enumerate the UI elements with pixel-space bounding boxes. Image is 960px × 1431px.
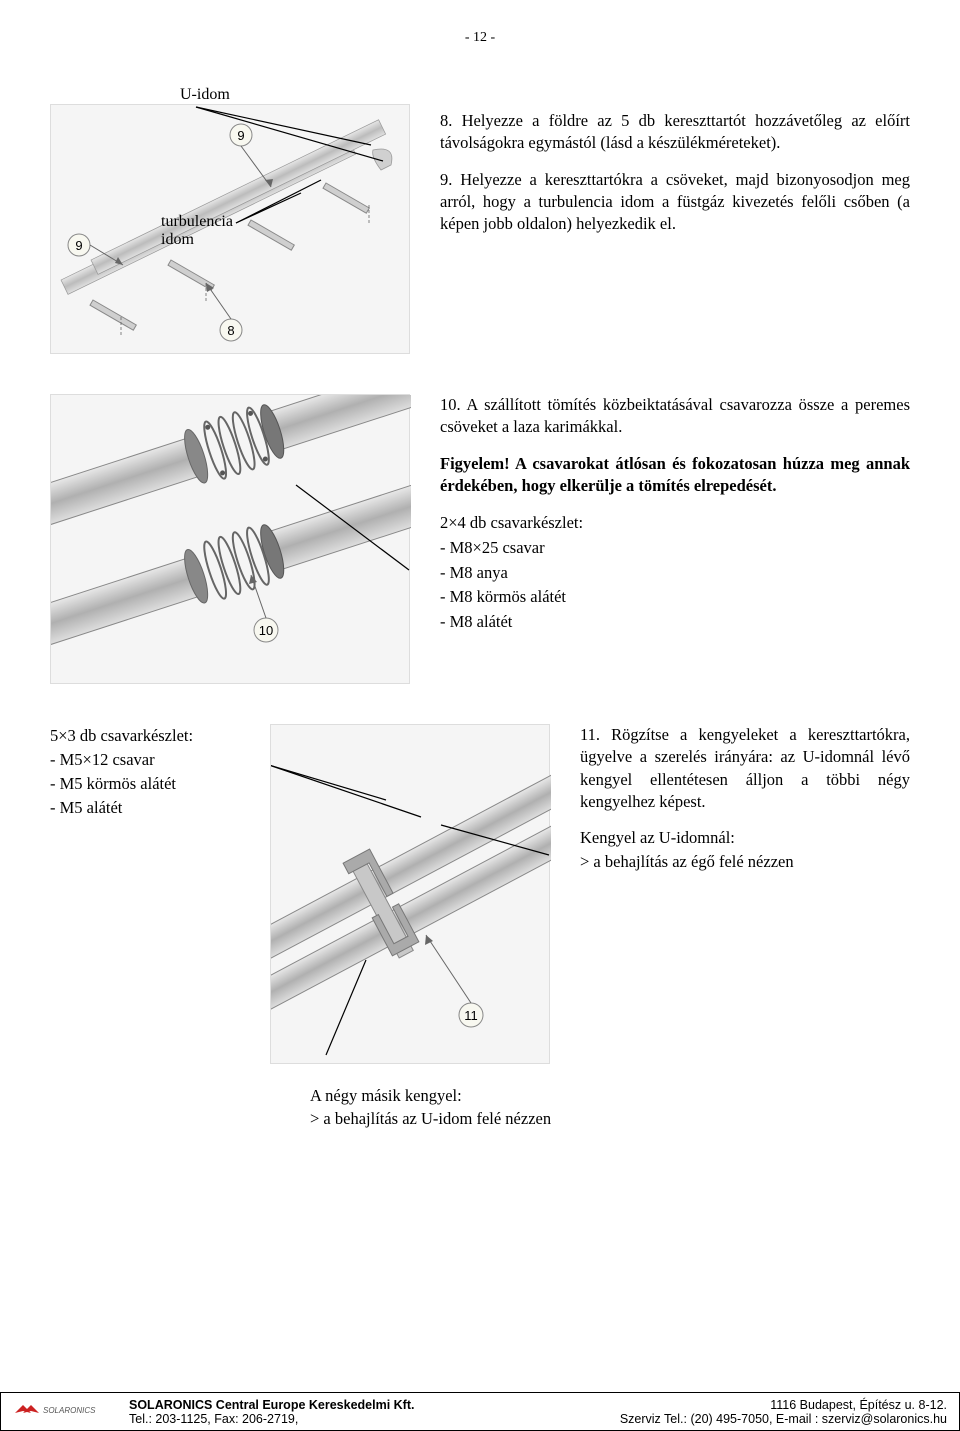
warning-text: Figyelem! A csavarokat átlósan és fokoza…: [440, 453, 910, 498]
footer-tel-left: Tel.: 203-1125, Fax: 206-2719,: [129, 1412, 620, 1426]
callout-8: 8: [227, 323, 234, 338]
callout-10: 10: [259, 623, 273, 638]
section2-text: 10. A szállított tömítés közbeiktatásáva…: [440, 394, 910, 635]
parts3-item: - M5 körmös alátét: [50, 772, 240, 796]
step-11: 11. Rögzítse a kengyeleket a kereszttart…: [580, 724, 910, 813]
kengyel-u-note: > a behajlítás az égő felé nézzen: [580, 851, 910, 873]
parts2-item: - M8 körmös alátét: [440, 585, 910, 610]
footer-address: 1116 Budapest, Építész u. 8-12.: [620, 1398, 947, 1412]
parts2-item: - M8 alátét: [440, 610, 910, 635]
turbulencia-label: turbulencia idom: [161, 213, 233, 250]
parts3-title: 5×3 db csavarkészlet:: [50, 724, 240, 748]
footer-logo: SOLARONICS: [13, 1397, 123, 1426]
svg-text:SOLARONICS: SOLARONICS: [43, 1406, 96, 1415]
parts3-item: - M5 alátét: [50, 796, 240, 820]
page-footer: SOLARONICS SOLARONICS Central Europe Ker…: [0, 1392, 960, 1431]
negy-masik-note: > a behajlítás az U-idom felé nézzen: [310, 1107, 910, 1130]
figure-2: 10: [50, 394, 410, 684]
callout-11: 11: [464, 1008, 478, 1023]
footer-company: SOLARONICS Central Europe Kereskedelmi K…: [129, 1398, 620, 1412]
section3-left-list: 5×3 db csavarkészlet: - M5×12 csavar - M…: [50, 724, 240, 820]
parts2-item: - M8×25 csavar: [440, 536, 910, 561]
section-2: 10 10. A szállított tömítés közbeiktatás…: [50, 394, 910, 684]
parts3-item: - M5×12 csavar: [50, 748, 240, 772]
step-8: 8. Helyezze a földre az 5 db kereszttart…: [440, 110, 910, 155]
footer-right: 1116 Budapest, Építész u. 8-12. Szerviz …: [620, 1398, 947, 1426]
figure-3: 11: [270, 724, 550, 1064]
u-idom-label: U-idom: [180, 86, 410, 104]
step-9: 9. Helyezze a kereszttartókra a csöveket…: [440, 169, 910, 236]
parts-list-2: 2×4 db csavarkészlet: - M8×25 csavar - M…: [440, 511, 910, 635]
callout-9b: 9: [75, 238, 82, 253]
section-1: U-idom: [50, 86, 910, 354]
section-3: 5×3 db csavarkészlet: - M5×12 csavar - M…: [50, 724, 910, 1064]
figure-1: 9 9 8 turbulencia idom: [50, 104, 410, 354]
section1-text: 8. Helyezze a földre az 5 db kereszttart…: [440, 86, 910, 249]
negy-masik-block: A négy másik kengyel: > a behajlítás az …: [310, 1084, 910, 1130]
callout-9a: 9: [237, 128, 244, 143]
parts2-title: 2×4 db csavarkészlet:: [440, 511, 910, 536]
negy-masik-title: A négy másik kengyel:: [310, 1084, 910, 1107]
footer-tel-right: Szerviz Tel.: (20) 495-7050, E-mail : sz…: [620, 1412, 947, 1426]
step-10: 10. A szállított tömítés közbeiktatásáva…: [440, 394, 910, 439]
section3-text: 11. Rögzítse a kengyeleket a kereszttart…: [580, 724, 910, 888]
parts2-item: - M8 anya: [440, 561, 910, 586]
kengyel-u-title: Kengyel az U-idomnál:: [580, 827, 910, 849]
footer-left: SOLARONICS Central Europe Kereskedelmi K…: [123, 1398, 620, 1426]
page-number: - 12 -: [50, 30, 910, 46]
